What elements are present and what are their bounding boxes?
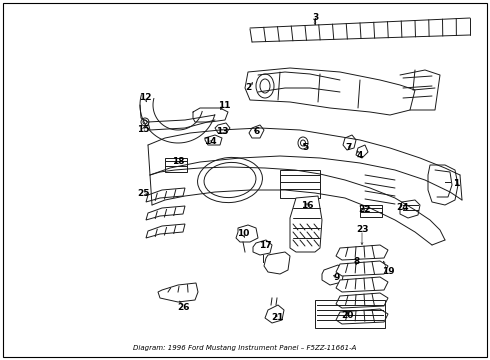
Bar: [280, 170, 320, 198]
Bar: [165, 158, 187, 172]
Polygon shape: [336, 309, 388, 324]
Bar: [315, 300, 385, 328]
Text: 3: 3: [312, 13, 318, 22]
Text: 2: 2: [245, 84, 251, 93]
Text: 10: 10: [237, 230, 249, 238]
Text: 5: 5: [302, 143, 308, 152]
Text: 16: 16: [301, 202, 313, 211]
Text: 26: 26: [177, 302, 189, 311]
Text: 9: 9: [334, 274, 340, 283]
Ellipse shape: [260, 79, 270, 93]
Text: 20: 20: [341, 311, 353, 320]
Polygon shape: [428, 165, 458, 205]
Polygon shape: [264, 252, 290, 274]
Text: 1: 1: [453, 179, 459, 188]
Text: 11: 11: [218, 102, 230, 111]
Ellipse shape: [197, 157, 263, 203]
Text: 18: 18: [172, 157, 184, 166]
Polygon shape: [146, 224, 185, 238]
Text: 23: 23: [356, 225, 368, 234]
Text: 13: 13: [216, 126, 228, 135]
Text: 8: 8: [354, 257, 360, 266]
Polygon shape: [336, 245, 388, 260]
Polygon shape: [290, 196, 322, 252]
Polygon shape: [146, 188, 185, 202]
Text: 14: 14: [204, 138, 216, 147]
Text: 4: 4: [357, 150, 363, 159]
Text: 6: 6: [254, 126, 260, 135]
Text: 19: 19: [382, 267, 394, 276]
Text: 25: 25: [137, 189, 149, 198]
Text: 22: 22: [358, 206, 370, 215]
Text: 17: 17: [259, 242, 271, 251]
Text: 7: 7: [346, 144, 352, 153]
Polygon shape: [146, 206, 185, 220]
Text: 1: 1: [453, 179, 459, 188]
Text: 12: 12: [139, 94, 151, 103]
Bar: [360, 205, 382, 217]
Polygon shape: [336, 277, 388, 292]
Polygon shape: [158, 283, 198, 302]
Text: Diagram: 1996 Ford Mustang Instrument Panel – F5ZZ-11661-A: Diagram: 1996 Ford Mustang Instrument Pa…: [133, 345, 357, 351]
Text: 24: 24: [397, 203, 409, 212]
Text: 15: 15: [137, 126, 149, 135]
Polygon shape: [336, 293, 388, 308]
Polygon shape: [336, 261, 388, 276]
Text: 21: 21: [271, 314, 283, 323]
